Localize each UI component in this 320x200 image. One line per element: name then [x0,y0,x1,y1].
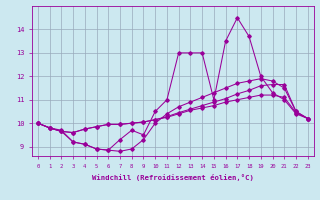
X-axis label: Windchill (Refroidissement éolien,°C): Windchill (Refroidissement éolien,°C) [92,174,254,181]
